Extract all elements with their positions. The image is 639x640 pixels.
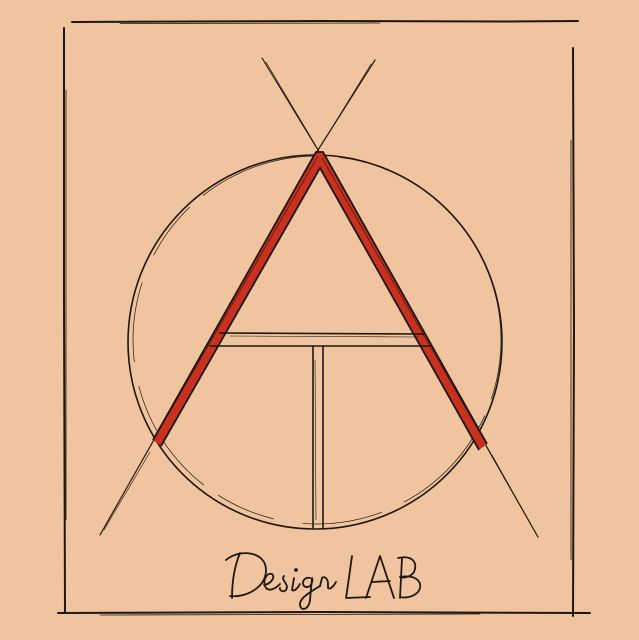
circle-outline xyxy=(127,154,503,530)
a-monogram xyxy=(152,151,488,451)
a-monogram-fill xyxy=(153,152,487,450)
right-leg-extension-sketch xyxy=(321,63,536,533)
construction-lines xyxy=(99,57,539,538)
left-leg-extension-sketch xyxy=(103,61,317,531)
frame-top-edge xyxy=(71,19,579,23)
t-stem xyxy=(312,345,324,529)
frame-right-edge xyxy=(572,47,576,617)
t-stem-sketch xyxy=(314,359,317,521)
wordmark-design-script xyxy=(225,552,337,610)
frame-bottom-edge-sketch xyxy=(99,613,481,616)
circle-outline-sketch xyxy=(132,155,502,525)
t-crossbar-sketch xyxy=(229,335,419,338)
t-crossbar xyxy=(209,332,431,347)
a-monogram-outline-sketch xyxy=(156,155,485,441)
a-monogram-outline xyxy=(152,151,488,451)
wordmark xyxy=(225,552,422,610)
wordmark-lab-caps xyxy=(345,555,422,599)
frame-left-edge xyxy=(63,27,66,613)
sketch-frame xyxy=(57,19,591,617)
right-leg-extension xyxy=(317,59,539,538)
frame-top-edge-sketch xyxy=(119,22,381,24)
t-crossbar-and-stem xyxy=(209,332,431,529)
frame-bottom-edge xyxy=(57,610,591,614)
left-leg-extension xyxy=(99,57,319,536)
sketch-circle xyxy=(127,154,503,530)
